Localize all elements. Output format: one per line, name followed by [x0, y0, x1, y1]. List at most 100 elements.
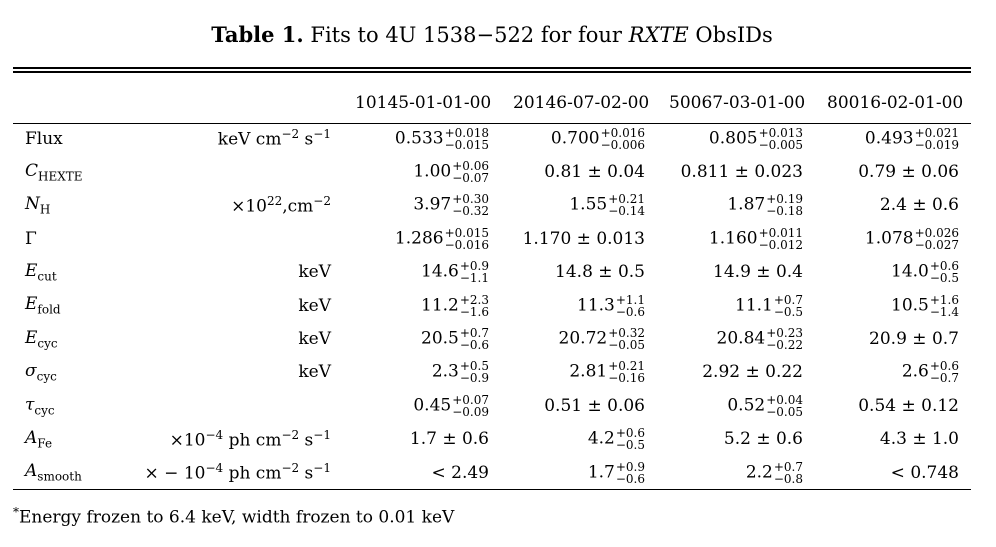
unit-text: keV: [298, 362, 331, 383]
error-lower: −0.09: [452, 404, 489, 419]
param-symbol: A: [25, 428, 38, 449]
error-upper: +0.7: [773, 292, 803, 307]
error-bounds: +2.3 −1.6: [460, 294, 489, 318]
value-text: 0.54 ± 0.12: [858, 395, 959, 416]
value-text: 1.7 ± 0.6: [409, 429, 489, 450]
param-symbol: A: [25, 461, 38, 482]
error-lower: −0.16: [608, 371, 645, 386]
param-subscript: cyc: [37, 336, 58, 351]
value-text: 0.51 ± 0.06: [544, 395, 645, 416]
error-lower: −0.18: [766, 204, 803, 219]
error-upper: +0.21: [608, 192, 645, 207]
value-text: 2.6: [901, 361, 929, 382]
value-text: 0.45: [413, 395, 452, 416]
unit-exponent: −1: [313, 461, 331, 476]
error-lower: −0.012: [758, 237, 803, 252]
error-lower: −0.05: [608, 338, 645, 353]
value-cell: 3.97 +0.30 −0.32: [343, 189, 501, 222]
error-upper: +0.23: [766, 326, 803, 341]
value-text: 0.81 ± 0.04: [544, 162, 645, 183]
caption-text-before: Fits to 4U 1538−522 for four: [303, 23, 629, 47]
value-text: 4.3 ± 1.0: [879, 429, 959, 450]
error-upper: +0.9: [459, 259, 489, 274]
error-upper: +0.021: [914, 125, 959, 140]
value-cell: 10.5 +1.6 −1.4: [815, 289, 971, 322]
value-text: 1.7: [587, 462, 615, 483]
error-bounds: +0.026 −0.027: [915, 227, 959, 251]
value-cell: 2.6 +0.6 −0.7: [815, 356, 971, 389]
value-text: < 2.49: [431, 462, 490, 483]
unit-text: keV cm: [217, 130, 282, 151]
unit-exponent: −2: [281, 127, 300, 142]
param-subscript: cyc: [36, 369, 57, 384]
error-bounds: +0.21 −0.16: [608, 360, 645, 384]
value-text: 20.9 ± 0.7: [869, 329, 959, 350]
unit-exponent: −2: [281, 427, 300, 442]
value-cell: 2.92 ± 0.22: [657, 356, 815, 389]
value-text: 1.170 ± 0.013: [522, 228, 645, 249]
param-subscript: Fe: [37, 436, 53, 451]
value-cell: 2.4 ± 0.6: [815, 189, 971, 222]
error-lower: −1.4: [929, 304, 959, 319]
error-upper: +0.21: [608, 359, 645, 374]
error-upper: +0.07: [452, 392, 489, 407]
error-bounds: +0.7 −0.8: [774, 461, 803, 485]
param-subscript: HEXTE: [38, 169, 83, 184]
value-cell: 14.8 ± 0.5: [501, 256, 657, 289]
header-cell-param: [13, 84, 113, 122]
unit-cell: keV: [113, 356, 343, 389]
results-table: 10145-01-01-00 20146-07-02-00 50067-03-0…: [13, 84, 971, 489]
param-cell: Flux: [13, 122, 113, 155]
value-cell: 1.160 +0.011 −0.012: [657, 222, 815, 255]
param-symbol: C: [25, 160, 39, 181]
error-bounds: +0.21 −0.14: [608, 193, 645, 217]
error-bounds: +0.6 −0.5: [616, 427, 645, 451]
param-symbol: τ: [25, 394, 35, 415]
unit-text: × − 10: [144, 463, 206, 484]
value-text: 1.87: [727, 194, 766, 215]
table-row: Ecyc keV 20.5 +0.7 −0.6 20.72 +0.32 −0.05 20.84 +…: [13, 322, 971, 355]
param-cell: τcyc: [13, 389, 113, 422]
param-cell: CHEXTE: [13, 155, 113, 188]
unit-exponent: −2: [313, 194, 331, 209]
table-row: Efold keV 11.2 +2.3 −1.6 11.3 +1.1 −0.6 11.1 +0.7…: [13, 289, 971, 322]
value-cell: 0.54 ± 0.12: [815, 389, 971, 422]
unit-text: s: [299, 430, 314, 451]
error-upper: +0.7: [459, 326, 489, 341]
error-bounds: +0.30 −0.32: [452, 193, 489, 217]
unit-exponent: −4: [205, 461, 224, 476]
value-cell: 0.45 +0.07 −0.09: [343, 389, 501, 422]
param-cell: Ecyc: [13, 322, 113, 355]
param-subscript: cyc: [34, 403, 55, 418]
value-cell: 20.9 ± 0.7: [815, 322, 971, 355]
error-upper: +1.6: [929, 292, 959, 307]
error-upper: +0.011: [758, 225, 803, 240]
param-symbol: E: [25, 261, 38, 282]
value-text: 11.1: [735, 295, 773, 316]
error-upper: +0.013: [758, 125, 803, 140]
param-cell: Asmooth: [13, 456, 113, 489]
error-lower: −0.016: [444, 237, 489, 252]
param-symbol: Γ: [25, 228, 37, 249]
error-bounds: +0.07 −0.09: [452, 394, 489, 418]
value-text: 4.2: [587, 428, 615, 449]
unit-cell: [113, 155, 343, 188]
unit-cell: [113, 389, 343, 422]
error-bounds: +0.32 −0.05: [608, 327, 645, 351]
unit-cell: keV: [113, 256, 343, 289]
unit-exponent: −1: [313, 127, 331, 142]
value-cell: 1.87 +0.19 −0.18: [657, 189, 815, 222]
param-subscript: fold: [37, 302, 61, 317]
error-lower: −0.8: [773, 471, 803, 486]
error-upper: +0.32: [608, 326, 645, 341]
value-text: 14.8 ± 0.5: [555, 262, 645, 283]
value-text: 0.700: [550, 128, 600, 149]
param-cell: Γ: [13, 222, 113, 255]
value-cell: 20.84 +0.23 −0.22: [657, 322, 815, 355]
value-text: 11.3: [577, 295, 615, 316]
error-upper: +0.026: [914, 225, 959, 240]
caption-label: Table 1.: [211, 22, 304, 47]
error-bounds: +0.6 −0.5: [930, 260, 959, 284]
table-body: Flux keV cm−2 s−1 0.533 +0.018 −0.015 0.700 +0…: [13, 122, 971, 489]
error-lower: −1.1: [459, 271, 489, 286]
